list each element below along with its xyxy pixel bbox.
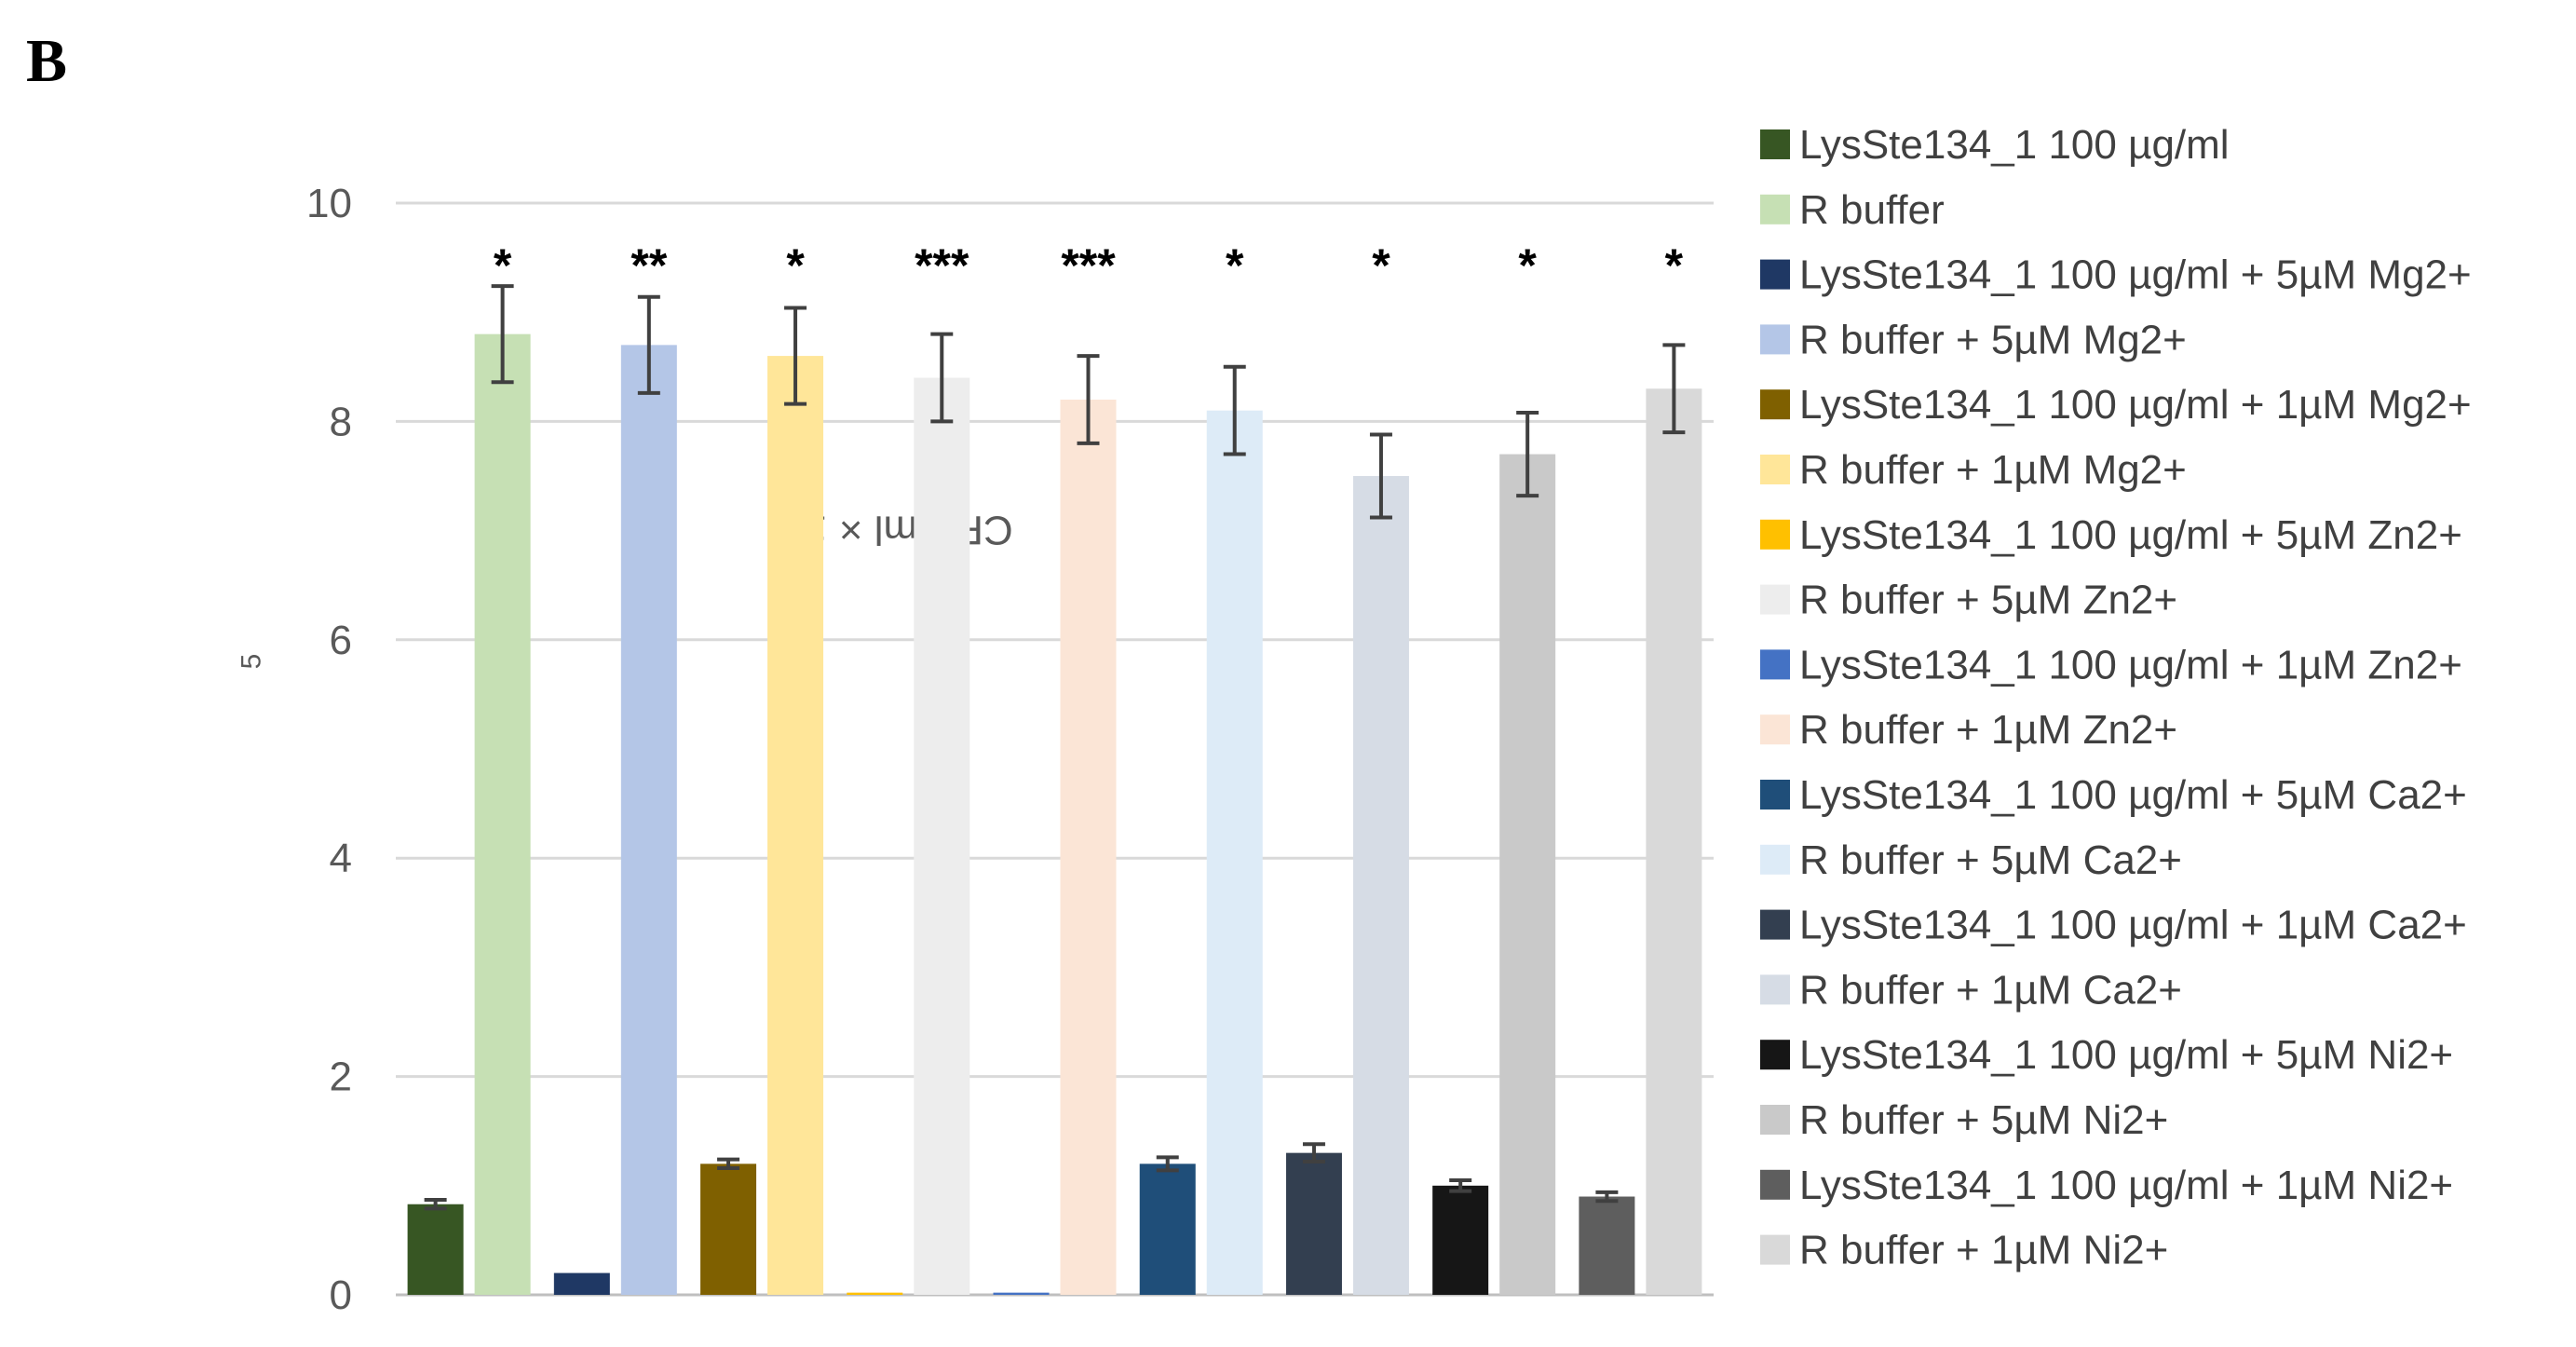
legend-label-12: R buffer + 5µM Ca2+	[1799, 837, 2182, 883]
panel-label: B	[26, 27, 68, 95]
bar-10	[1060, 399, 1117, 1296]
significance-label-14: *	[1372, 239, 1390, 292]
error-bars	[424, 284, 1686, 1211]
legend-swatch-7	[1760, 519, 1790, 550]
bar-5	[700, 1163, 757, 1295]
legend-swatch-2	[1760, 194, 1790, 224]
bar-18	[1646, 388, 1702, 1295]
gridlines	[396, 201, 1714, 1297]
legend-label-6: R buffer + 1µM Mg2+	[1799, 447, 2187, 493]
y-tick-label: 6	[330, 618, 352, 663]
legend-label-2: R buffer	[1799, 187, 1945, 233]
y-tick-label: 10	[306, 181, 352, 226]
bars	[407, 333, 1702, 1296]
legend-swatch-1	[1760, 129, 1790, 159]
legend-label-4: R buffer + 5µM Mg2+	[1799, 317, 2187, 362]
y-tick-label: 0	[330, 1272, 352, 1318]
bar-3	[553, 1272, 610, 1295]
legend-label-16: R buffer + 5µM Ni2+	[1799, 1097, 2168, 1143]
bar-6	[767, 356, 824, 1296]
legend-swatch-11	[1760, 780, 1790, 810]
legend-label-8: R buffer + 5µM Zn2+	[1799, 578, 2177, 623]
legend-swatch-13	[1760, 909, 1790, 940]
legend-swatch-15	[1760, 1040, 1790, 1070]
significance-label-2: *	[494, 239, 512, 292]
bar-8	[914, 377, 970, 1295]
legend-label-5: LysSte134_1 100 µg/ml + 1µM Mg2+	[1799, 382, 2472, 428]
bar-13	[1285, 1152, 1342, 1295]
legend-swatch-9	[1760, 649, 1790, 680]
legend-swatch-17	[1760, 1169, 1790, 1200]
y-tick-label: 8	[330, 399, 352, 444]
bar-17	[1579, 1196, 1635, 1295]
legend-label-17: LysSte134_1 100 µg/ml + 1µM Ni2+	[1799, 1163, 2453, 1208]
bar-14	[1352, 476, 1409, 1295]
legend-label-13: LysSte134_1 100 µg/ml + 1µM Ca2+	[1799, 903, 2467, 948]
bar-16	[1499, 454, 1556, 1295]
legend-label-7: LysSte134_1 100 µg/ml + 5µM Zn2+	[1799, 512, 2462, 558]
legend-label-3: LysSte134_1 100 µg/ml + 5µM Mg2+	[1799, 252, 2472, 298]
bar-1	[407, 1204, 464, 1295]
significance-label-4: **	[630, 239, 667, 292]
y-tick-label: 2	[330, 1054, 352, 1100]
significance-label-18: *	[1665, 239, 1684, 292]
legend-swatch-10	[1760, 714, 1790, 745]
legend-swatch-12	[1760, 844, 1790, 875]
bar-2	[474, 333, 531, 1295]
significance-label-10: ***	[1061, 239, 1116, 292]
bar-12	[1206, 410, 1263, 1295]
significance-label-8: ***	[915, 239, 969, 292]
significance-label-12: *	[1226, 239, 1244, 292]
legend-swatch-14	[1760, 974, 1790, 1005]
bar-11	[1139, 1163, 1196, 1295]
legend-swatch-18	[1760, 1234, 1790, 1265]
legend-label-9: LysSte134_1 100 µg/ml + 1µM Zn2+	[1799, 642, 2462, 687]
legend-swatch-3	[1760, 259, 1790, 290]
legend-label-11: LysSte134_1 100 µg/ml + 5µM Ca2+	[1799, 772, 2467, 818]
legend-label-1: LysSte134_1 100 µg/ml	[1799, 122, 2230, 168]
legend-swatch-6	[1760, 455, 1790, 484]
legend-swatch-5	[1760, 389, 1790, 420]
legend-label-15: LysSte134_1 100 µg/ml + 5µM Ni2+	[1799, 1032, 2453, 1078]
legend: LysSte134_1 100 µg/ml R buffer LysSte134_1…	[1760, 122, 2472, 1273]
bar-15	[1432, 1185, 1489, 1295]
legend-label-14: R buffer + 1µM Ca2+	[1799, 967, 2182, 1013]
significance-labels: * ** * *** *** * * * *	[494, 239, 1684, 292]
legend-swatch-4	[1760, 324, 1790, 355]
bar-4	[620, 345, 677, 1295]
y-tick-labels: 0 2 4 6 8 10	[306, 181, 352, 1318]
significance-label-16: *	[1518, 239, 1537, 292]
legend-label-10: R buffer + 1µM Zn2+	[1799, 707, 2177, 753]
legend-swatch-16	[1760, 1105, 1790, 1135]
legend-label-18: R buffer + 1µM Ni2+	[1799, 1228, 2168, 1273]
bar-7	[847, 1292, 903, 1295]
y-tick-label: 4	[330, 836, 352, 881]
bar-9	[993, 1292, 1050, 1295]
significance-label-6: *	[786, 239, 805, 292]
legend-swatch-8	[1760, 584, 1790, 615]
